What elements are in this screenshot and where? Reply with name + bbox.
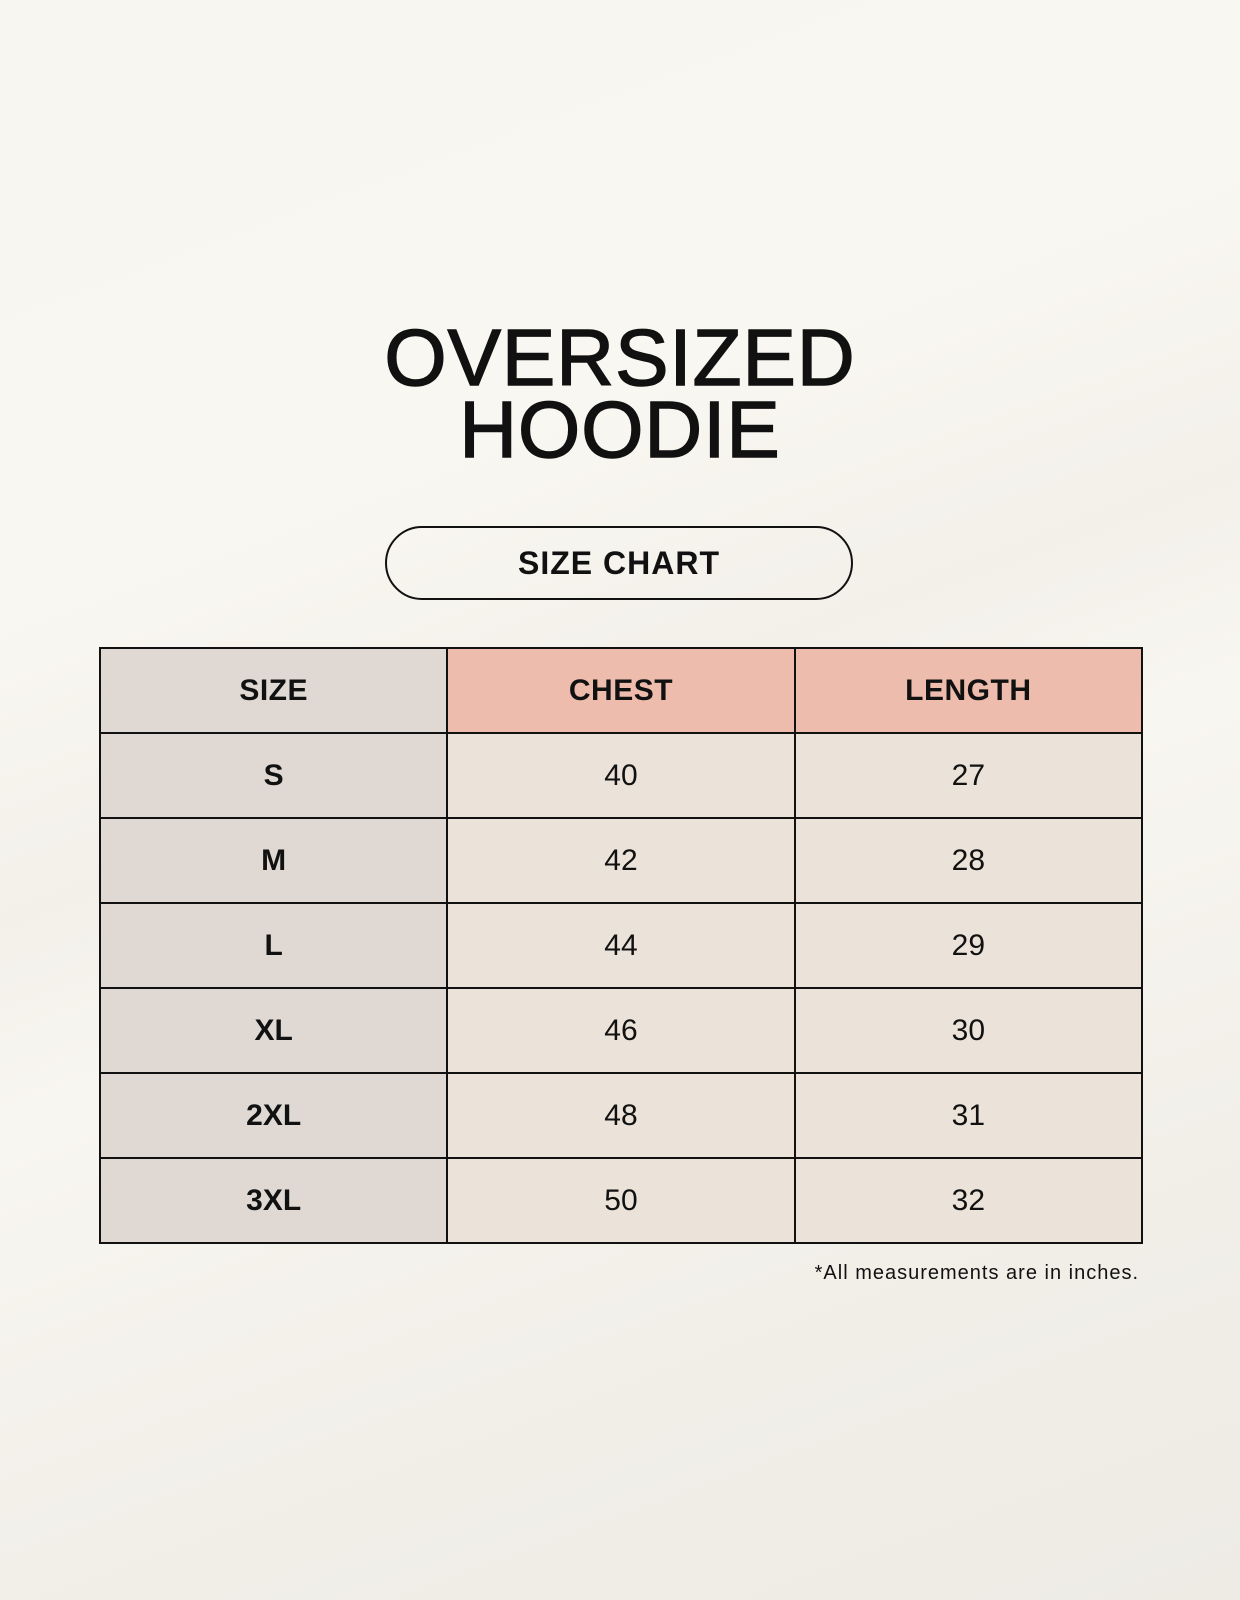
cell-chest: 42 [446,817,796,904]
cell-size: XL [98,987,449,1074]
table-row: 2XL 48 31 [98,1072,1144,1159]
size-chart-label: SIZE CHART [385,526,853,600]
cell-size: 2XL [98,1072,449,1159]
table-header-row: SIZE CHEST LENGTH [98,647,1144,734]
cell-chest: 48 [446,1072,796,1159]
cell-size: M [98,817,449,904]
header-length: LENGTH [793,647,1144,734]
cell-chest: 44 [446,902,796,989]
table-row: L 44 29 [98,902,1144,989]
cell-length: 32 [793,1157,1144,1244]
cell-chest: 46 [446,987,796,1074]
page-title: OVERSIZED HOODIE [0,313,1240,474]
cell-length: 30 [793,987,1144,1074]
table-row: S 40 27 [98,732,1144,819]
size-table: SIZE CHEST LENGTH S 40 27 M 42 28 L 44 29 XL 46 30 2… [98,647,1144,1244]
cell-length: 31 [793,1072,1144,1159]
cell-size: 3XL [98,1157,449,1244]
cell-chest: 50 [446,1157,796,1244]
table-row: XL 46 30 [98,987,1144,1074]
header-size: SIZE [98,647,449,734]
table-row: M 42 28 [98,817,1144,904]
title-line-2: HOODIE [458,385,781,474]
header-chest: CHEST [446,647,796,734]
cell-size: L [98,902,449,989]
table-row: 3XL 50 32 [98,1157,1144,1244]
cell-length: 28 [793,817,1144,904]
title-line-1: OVERSIZED [384,313,856,402]
cell-chest: 40 [446,732,796,819]
cell-size: S [98,732,449,819]
footnote: *All measurements are in inches. [814,1262,1139,1284]
cell-length: 29 [793,902,1144,989]
cell-length: 27 [793,732,1144,819]
